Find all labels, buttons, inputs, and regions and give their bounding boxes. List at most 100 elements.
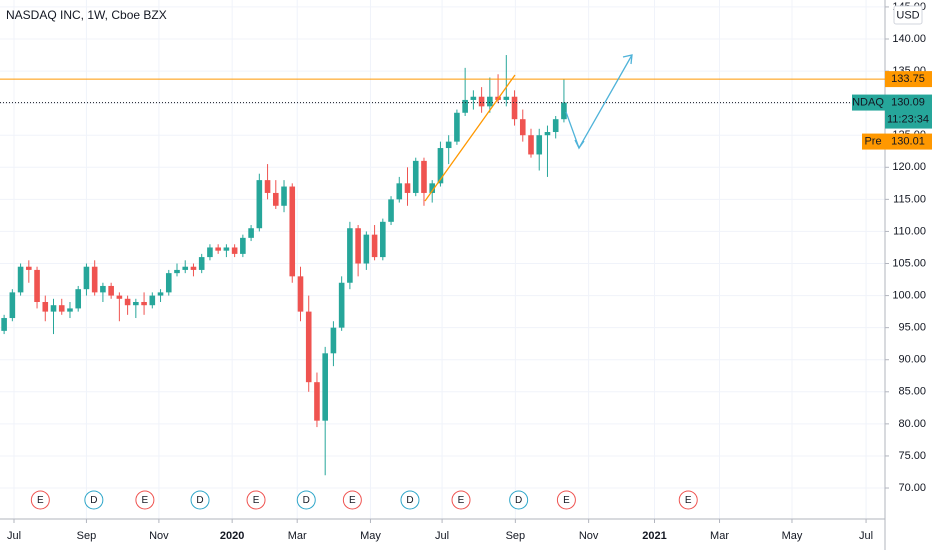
candle-body	[421, 160, 427, 193]
x-tick-label: Jul	[435, 530, 449, 542]
x-tick-label: 2020	[220, 530, 244, 542]
x-tick-label: Nov	[579, 530, 599, 542]
event-label: D	[90, 495, 97, 506]
candle-body	[462, 99, 468, 113]
candle-body	[330, 327, 337, 354]
candle-body	[34, 269, 40, 302]
candle-body	[108, 285, 114, 296]
candle-body	[528, 135, 534, 155]
candle-body	[83, 266, 90, 290]
event-marker	[135, 490, 155, 510]
candle-body	[215, 247, 221, 251]
candle-body	[165, 273, 172, 293]
y-tick-label: 95.00	[898, 322, 926, 334]
y-tick-label: 70.00	[898, 482, 926, 494]
price-line-label: 133.75	[891, 73, 925, 85]
event-label: E	[563, 495, 570, 506]
candle-body	[207, 247, 213, 258]
candle-body	[503, 96, 510, 100]
candle-body	[322, 353, 328, 421]
event-marker	[451, 490, 471, 510]
candle-body	[50, 305, 57, 312]
candle-body	[281, 186, 287, 206]
candle-body	[124, 298, 131, 306]
y-tick-label: 120.00	[892, 161, 926, 173]
event-label: E	[685, 495, 692, 506]
symbol-tag	[852, 94, 885, 111]
event-marker	[246, 490, 266, 510]
x-tick-label: May	[782, 530, 803, 542]
candle-body	[133, 301, 139, 306]
countdown: 11:23:34	[887, 113, 929, 125]
candle-body	[182, 266, 189, 270]
candle-body	[67, 308, 73, 312]
candle-body	[231, 247, 238, 254]
candle-body	[272, 192, 279, 206]
candle-body	[380, 221, 386, 258]
candle-body	[256, 180, 263, 229]
candle-body	[157, 292, 164, 296]
axis: 70.00 75.00 80.00 85.00 90.00 95.00 100.00 105.…	[7, 1, 932, 542]
candle-body	[396, 183, 403, 200]
event-label: E	[142, 495, 149, 506]
candle-body	[371, 234, 378, 258]
x-tick-label: Nov	[149, 530, 169, 542]
candle-body	[42, 301, 49, 312]
trend-line	[424, 74, 516, 202]
event-marker	[296, 490, 316, 510]
pre-price-tag	[885, 133, 932, 150]
candle-body	[519, 119, 526, 136]
candle-body	[561, 102, 567, 120]
candle-body	[363, 234, 370, 264]
candle-body	[264, 180, 271, 193]
candle-body	[445, 141, 452, 149]
event-marker	[400, 490, 420, 510]
candle-body	[544, 132, 551, 136]
candle-body	[91, 266, 98, 293]
event-marker	[190, 490, 210, 510]
x-tick-label: Mar	[288, 530, 307, 542]
candle-body	[198, 257, 205, 270]
candle-body	[437, 148, 444, 184]
candle-body	[240, 237, 246, 254]
chart-title: NASDAQ INC, 1W, Cboe BZX	[6, 8, 167, 22]
candle-body	[17, 266, 24, 293]
candle-body	[305, 311, 312, 383]
event-label: D	[196, 495, 203, 506]
arrow-head	[622, 54, 633, 65]
candle-body	[223, 247, 230, 251]
candle-body	[511, 96, 518, 120]
event-marker	[84, 490, 104, 510]
y-tick-label: 115.00	[893, 193, 926, 205]
y-tick-label: 100.00	[892, 289, 926, 301]
candle-body	[552, 119, 559, 133]
event-label: D	[303, 495, 310, 506]
pre-label: Pre	[864, 135, 881, 147]
currency-box[interactable]	[893, 5, 923, 25]
x-tick-label: Jul	[859, 530, 873, 542]
y-tick-label: 75.00	[898, 450, 926, 462]
event-marker	[678, 490, 698, 510]
projection-arrow	[565, 54, 633, 150]
x-tick-label: Jul	[7, 530, 21, 542]
candle-body	[141, 301, 147, 306]
candle-body	[338, 282, 345, 328]
event-label: E	[458, 495, 465, 506]
event-label: E	[37, 495, 44, 506]
event-label: D	[515, 495, 522, 506]
candle-body	[454, 112, 460, 142]
last-price-tag	[885, 94, 932, 129]
candle-body	[9, 292, 16, 319]
candle-body	[75, 289, 82, 309]
candle-body	[58, 305, 65, 312]
candle-body	[190, 266, 197, 270]
event-marker	[556, 490, 576, 510]
arrow-head	[574, 139, 585, 150]
currency: USD	[896, 9, 919, 21]
last-price-label: 130.09	[891, 96, 925, 108]
y-tick-label: 90.00	[898, 354, 926, 366]
candle-body	[429, 183, 436, 193]
event-label: D	[406, 495, 413, 506]
